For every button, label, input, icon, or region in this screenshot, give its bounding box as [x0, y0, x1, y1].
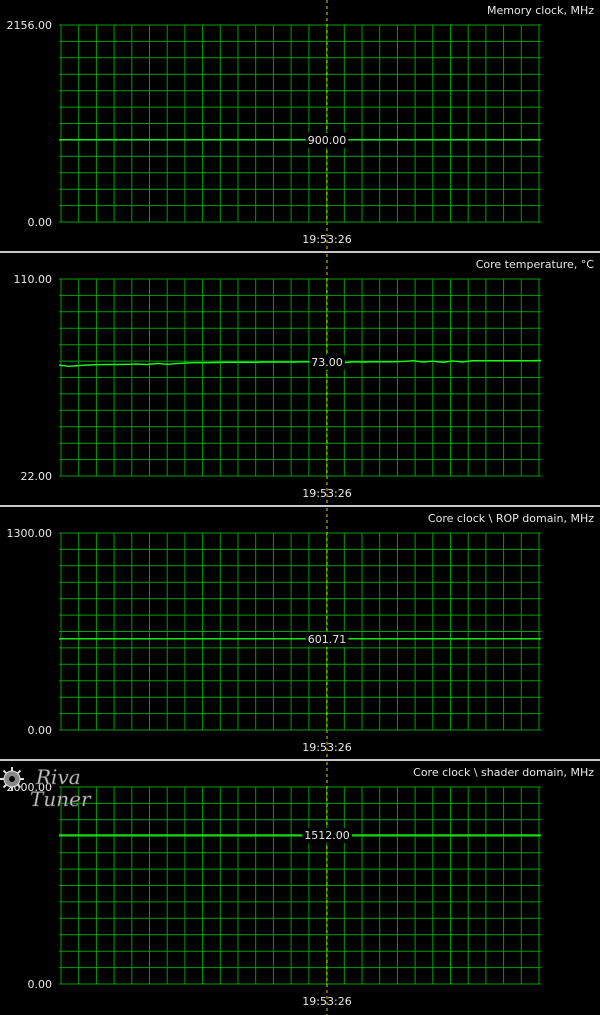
chart0-time-label: 19:53:26: [302, 233, 351, 246]
chart1-current-value-label: 73.00: [311, 356, 343, 369]
graph-panel-core-clock-shader: 1512.00 2000.00 0.00 Core clock \ shader do…: [0, 762, 600, 1015]
chart1-series-line: [58, 359, 542, 368]
chart3-current-value-bg: [302, 828, 352, 844]
graph-panel-memory-clock: 900.00 2156.00 0.00 Memory clock, MHz 19:53:…: [0, 0, 600, 253]
logo-text-riva: Riva: [35, 765, 81, 789]
chart0-y-min-label: 0.00: [28, 216, 53, 229]
chart2-current-value-bg: [305, 631, 349, 647]
core-temperature-chart: 73.00 110.00 22.00 Core temperature, °C 19:5…: [14, 254, 595, 507]
chart1-y-min-label: 22.00: [21, 470, 53, 483]
chart0-current-value-bg: [305, 132, 349, 148]
chart1-current-value-bg: [309, 354, 345, 370]
chart3-title: Core clock \ shader domain, MHz: [413, 766, 594, 779]
chart0-y-max-label: 2156.00: [7, 19, 53, 32]
chart1-time-label: 19:53:26: [302, 487, 351, 500]
chart0-title: Memory clock, MHz: [487, 4, 594, 17]
chart3-time-label: 19:53:26: [302, 995, 351, 1008]
rivatuner-logo: Riva Tuner: [0, 765, 92, 811]
chart2-y-min-label: 0.00: [28, 724, 53, 737]
graph-panel-core-temperature: 73.00 110.00 22.00 Core temperature, °C 19:5…: [0, 254, 600, 507]
chart3-grid: [59, 786, 541, 985]
chart2-time-label: 19:53:26: [302, 741, 351, 754]
logo-text-tuner: Tuner: [30, 787, 92, 811]
chart1-title: Core temperature, °C: [476, 258, 595, 271]
chart0-current-value-label: 900.00: [308, 134, 347, 147]
chart1-grid: [59, 278, 541, 477]
panel-separator: [0, 759, 600, 761]
chart3-current-value-label: 1512.00: [304, 829, 350, 842]
memory-clock-chart: 900.00 2156.00 0.00 Memory clock, MHz 19:53:…: [7, 0, 594, 253]
chart2-current-value-label: 601.71: [308, 633, 347, 646]
chart1-y-max-label: 110.00: [14, 273, 53, 286]
chart3-y-min-label: 0.00: [28, 978, 53, 991]
graph-panel-core-clock-rop: 601.71 1300.00 0.00 Core clock \ ROP domain…: [0, 508, 600, 761]
panel-separator: [0, 505, 600, 507]
chart2-y-max-label: 1300.00: [7, 527, 53, 540]
panel-separator: [0, 251, 600, 253]
chart2-grid: [59, 532, 541, 731]
chart0-grid: [59, 24, 541, 223]
core-clock-rop-chart: 601.71 1300.00 0.00 Core clock \ ROP domain…: [7, 508, 594, 761]
chart2-title: Core clock \ ROP domain, MHz: [428, 512, 594, 525]
gear-icon: [0, 767, 24, 791]
